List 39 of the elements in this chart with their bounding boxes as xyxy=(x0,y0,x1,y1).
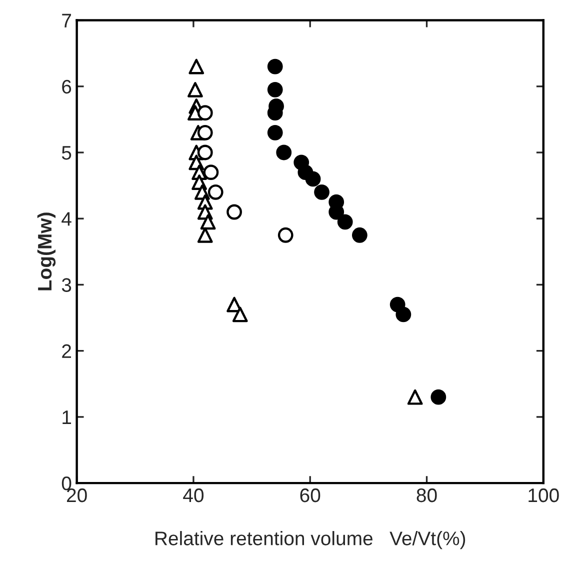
y-tick-label: 7 xyxy=(62,14,71,28)
x-tick-label: 100 xyxy=(528,488,559,502)
point xyxy=(267,82,283,98)
point xyxy=(305,171,321,187)
y-axis-title: Log(Mw) xyxy=(37,212,56,290)
y-tick-label: 3 xyxy=(62,278,72,292)
point xyxy=(226,296,242,312)
point xyxy=(197,227,213,243)
point xyxy=(337,214,353,230)
point xyxy=(430,389,446,405)
point xyxy=(267,58,283,74)
point xyxy=(208,184,224,200)
x-tick-label: 20 xyxy=(66,488,87,502)
point xyxy=(200,214,216,230)
y-tick-label: 6 xyxy=(62,80,72,94)
point xyxy=(407,389,423,405)
y-tick-label: 5 xyxy=(62,146,72,160)
point xyxy=(188,82,203,98)
x-tick-label: 80 xyxy=(416,488,437,502)
x-tick-label: 60 xyxy=(300,488,320,502)
point xyxy=(197,124,213,140)
point xyxy=(188,58,204,74)
y-tick-label: 4 xyxy=(62,212,72,226)
x-axis-title: Relative retention volume Ve/Vt(%) xyxy=(156,531,466,550)
y-tick-label: 0 xyxy=(62,476,72,490)
point xyxy=(232,306,248,322)
y-tick-label: 2 xyxy=(62,344,71,358)
point xyxy=(267,124,283,140)
point xyxy=(396,306,412,322)
point xyxy=(276,144,292,160)
point xyxy=(197,144,213,160)
point xyxy=(314,184,330,200)
point xyxy=(203,164,219,180)
x-tick-label: 40 xyxy=(183,488,204,502)
y-tick-label: 1 xyxy=(62,410,72,424)
point xyxy=(352,227,368,243)
point xyxy=(226,204,242,220)
point xyxy=(197,105,213,121)
point xyxy=(278,227,294,243)
